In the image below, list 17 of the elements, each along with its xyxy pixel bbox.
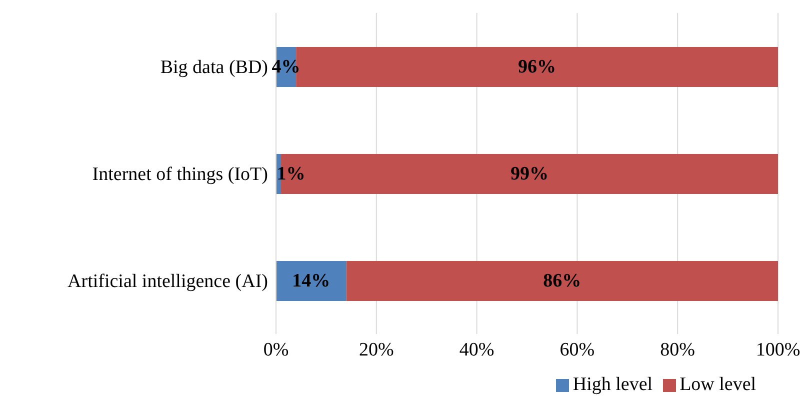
y-tick-label: Internet of things (IoT) [92,164,268,186]
legend-label: High level [572,374,653,395]
y-tick-label: Artificial intelligence (AI) [68,271,268,292]
y-tick-label: Big data (BD) [160,57,268,78]
bar [346,261,778,301]
x-tick-label: 40% [459,339,494,360]
x-tick-label: 20% [358,339,394,360]
bar [276,261,346,301]
data-label: 14% [292,270,330,292]
x-tick-label: 80% [660,339,696,360]
x-tick-label: 60% [560,339,595,360]
x-tick-label: 100% [756,339,800,360]
data-label: 99% [510,164,549,184]
legend-label: Low level [680,374,756,395]
x-tick-label: 0% [263,339,289,360]
data-label: 96% [518,56,556,78]
data-label: 86% [543,270,582,292]
